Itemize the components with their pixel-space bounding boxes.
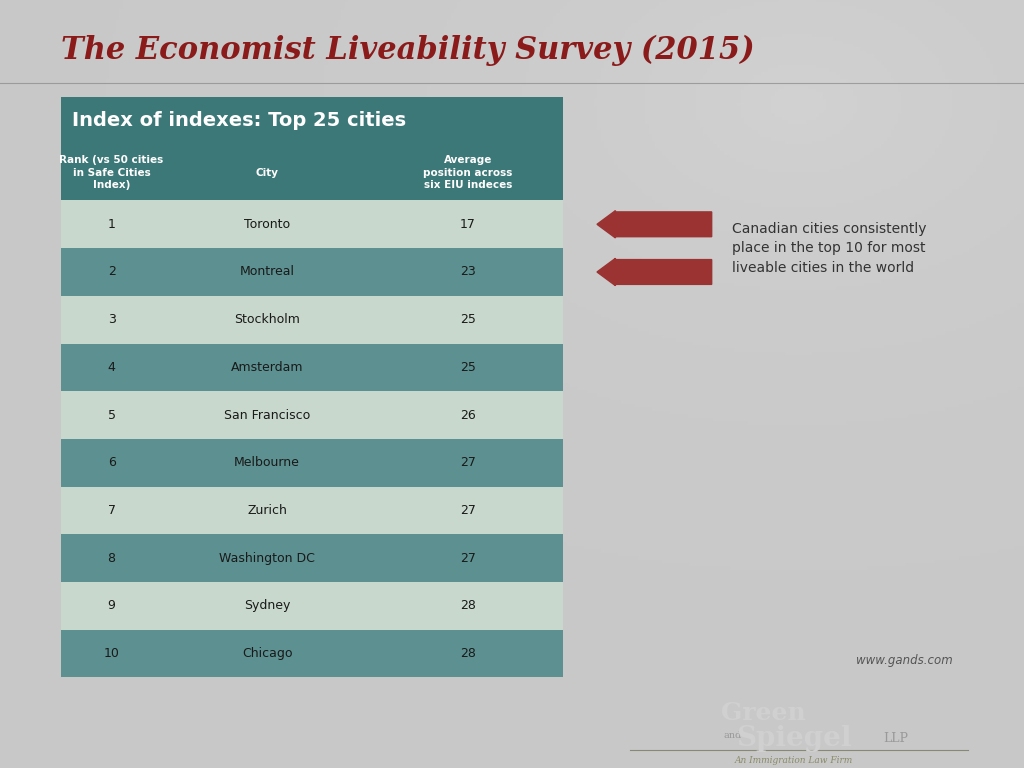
Bar [373, 535, 563, 582]
Text: 8: 8 [108, 551, 116, 564]
Text: Montreal: Montreal [240, 266, 295, 279]
Bar [373, 248, 563, 296]
Bar [162, 582, 373, 630]
Text: Sydney: Sydney [244, 599, 291, 612]
Text: 4: 4 [108, 361, 116, 374]
Bar [373, 343, 563, 391]
Text: City: City [256, 167, 279, 178]
Text: Zurich: Zurich [247, 504, 287, 517]
Bar [61, 248, 162, 296]
Bar [61, 296, 162, 343]
FancyArrow shape [597, 210, 712, 238]
Text: 3: 3 [108, 313, 116, 326]
Text: Rank (vs 50 cities
in Safe Cities
Index): Rank (vs 50 cities in Safe Cities Index) [59, 155, 164, 190]
Text: 10: 10 [103, 647, 120, 660]
Text: 1: 1 [108, 218, 116, 231]
Text: Average
position across
six EIU indeces: Average position across six EIU indeces [423, 155, 513, 190]
Text: Chicago: Chicago [242, 647, 293, 660]
Text: Melbourne: Melbourne [234, 456, 300, 469]
Bar [373, 296, 563, 343]
Bar [373, 582, 563, 630]
Text: Stockholm: Stockholm [234, 313, 300, 326]
Text: San Francisco: San Francisco [224, 409, 310, 422]
Text: 17: 17 [460, 218, 476, 231]
Bar [162, 200, 373, 248]
Bar [61, 582, 162, 630]
Text: 27: 27 [460, 551, 476, 564]
Text: Amsterdam: Amsterdam [230, 361, 303, 374]
Bar [61, 439, 162, 487]
Bar [162, 487, 373, 535]
Bar [61, 343, 162, 391]
Bar [373, 145, 563, 200]
FancyArrow shape [597, 258, 712, 286]
Text: Index of indexes: Top 25 cities: Index of indexes: Top 25 cities [72, 111, 406, 131]
Text: 2: 2 [108, 266, 116, 279]
Bar [373, 487, 563, 535]
Text: Canadian cities consistently
place in the top 10 for most
liveable cities in the: Canadian cities consistently place in th… [732, 222, 927, 275]
Bar [373, 439, 563, 487]
Bar [162, 439, 373, 487]
Bar [61, 200, 162, 248]
Text: 26: 26 [460, 409, 476, 422]
Bar [61, 145, 162, 200]
Text: 28: 28 [460, 599, 476, 612]
Text: Toronto: Toronto [244, 218, 290, 231]
Bar [162, 343, 373, 391]
Bar [162, 296, 373, 343]
Bar [61, 391, 162, 439]
Text: and: and [723, 731, 741, 740]
Text: 6: 6 [108, 456, 116, 469]
Text: 27: 27 [460, 504, 476, 517]
Text: 25: 25 [460, 361, 476, 374]
Text: LLP: LLP [884, 733, 908, 745]
Text: Spiegel: Spiegel [736, 725, 851, 753]
Text: 25: 25 [460, 313, 476, 326]
Text: Washington DC: Washington DC [219, 551, 315, 564]
Bar [162, 145, 373, 200]
Bar [373, 391, 563, 439]
Text: The Economist Liveability Survey (2015): The Economist Liveability Survey (2015) [61, 35, 755, 66]
Text: 7: 7 [108, 504, 116, 517]
Text: Green: Green [721, 700, 805, 725]
Bar [162, 248, 373, 296]
Text: 5: 5 [108, 409, 116, 422]
Bar [162, 535, 373, 582]
Text: 9: 9 [108, 599, 116, 612]
Bar [61, 535, 162, 582]
Bar [61, 97, 563, 145]
Text: www.gands.com: www.gands.com [856, 654, 952, 667]
Bar [61, 487, 162, 535]
Text: 23: 23 [460, 266, 476, 279]
Bar [162, 391, 373, 439]
Bar [61, 630, 162, 677]
Text: An Immigration Law Firm: An Immigration Law Firm [734, 756, 853, 765]
Bar [373, 200, 563, 248]
Bar [373, 630, 563, 677]
Text: 27: 27 [460, 456, 476, 469]
Bar [162, 630, 373, 677]
Text: 28: 28 [460, 647, 476, 660]
